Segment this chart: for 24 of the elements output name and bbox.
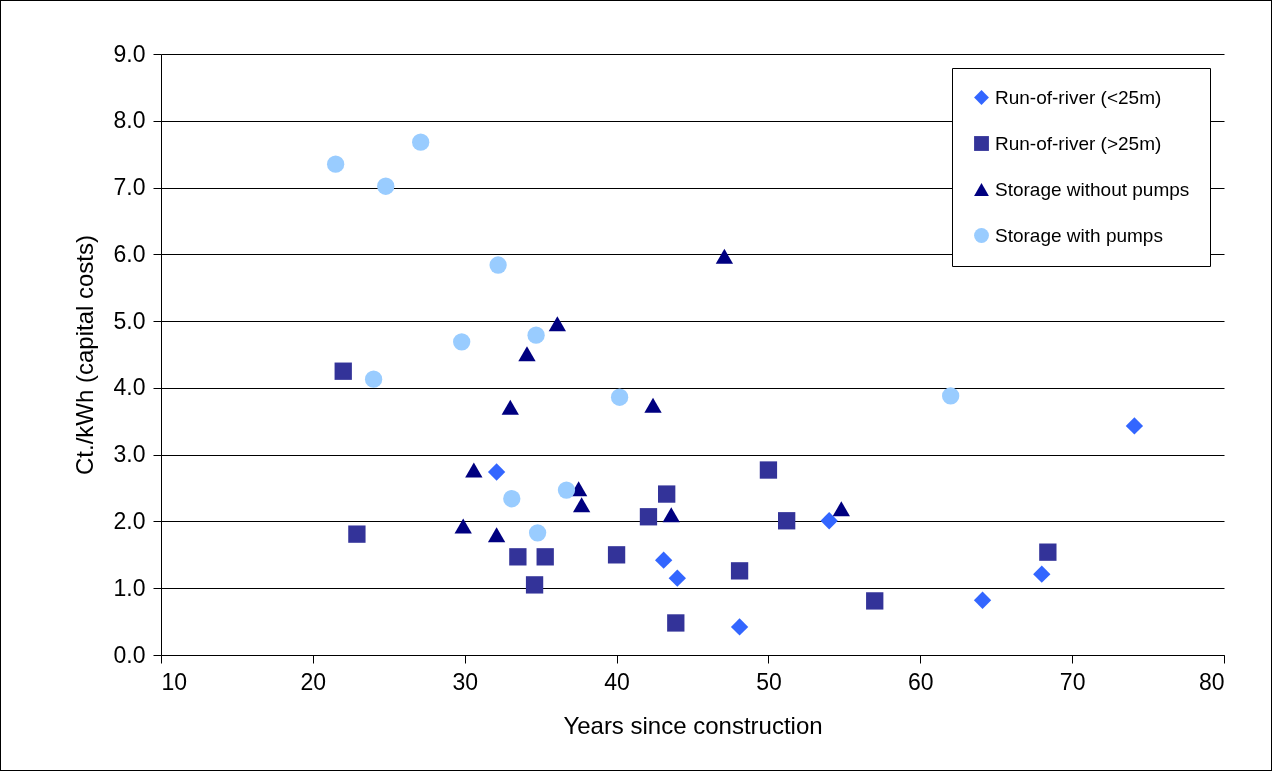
y-tick-label: 0.0	[113, 641, 146, 668]
x-tick-label: 80	[1198, 668, 1225, 695]
y-tick-label: 5.0	[113, 307, 146, 334]
y-tick-label: 1.0	[113, 574, 146, 601]
y-tick-label: 2.0	[113, 507, 146, 534]
y-axis-title: Ct./kWh (capital costs)	[70, 234, 98, 476]
legend-label: Run-of-river (>25m)	[995, 132, 1162, 154]
y-tick-label: 8.0	[113, 107, 146, 134]
x-tick-label: 10	[161, 668, 188, 695]
x-tick-label: 70	[1059, 668, 1086, 695]
y-tick-label: 7.0	[113, 174, 146, 201]
y-tick-label: 3.0	[113, 441, 146, 468]
x-tick-label: 40	[604, 668, 630, 695]
legend-label: Storage with pumps	[995, 224, 1163, 246]
y-tick-label: 6.0	[113, 240, 146, 267]
x-tick-label: 30	[452, 668, 479, 695]
y-tick-label: 4.0	[113, 374, 146, 401]
legend-label: Run-of-river (<25m)	[995, 86, 1162, 108]
x-tick-label: 20	[300, 668, 327, 695]
x-tick-label: 60	[907, 668, 934, 695]
x-tick-label: 50	[756, 668, 782, 695]
x-axis-title: Years since construction	[563, 711, 823, 739]
legend-label: Storage without pumps	[995, 178, 1190, 200]
y-tick-label: 9.0	[113, 40, 146, 67]
